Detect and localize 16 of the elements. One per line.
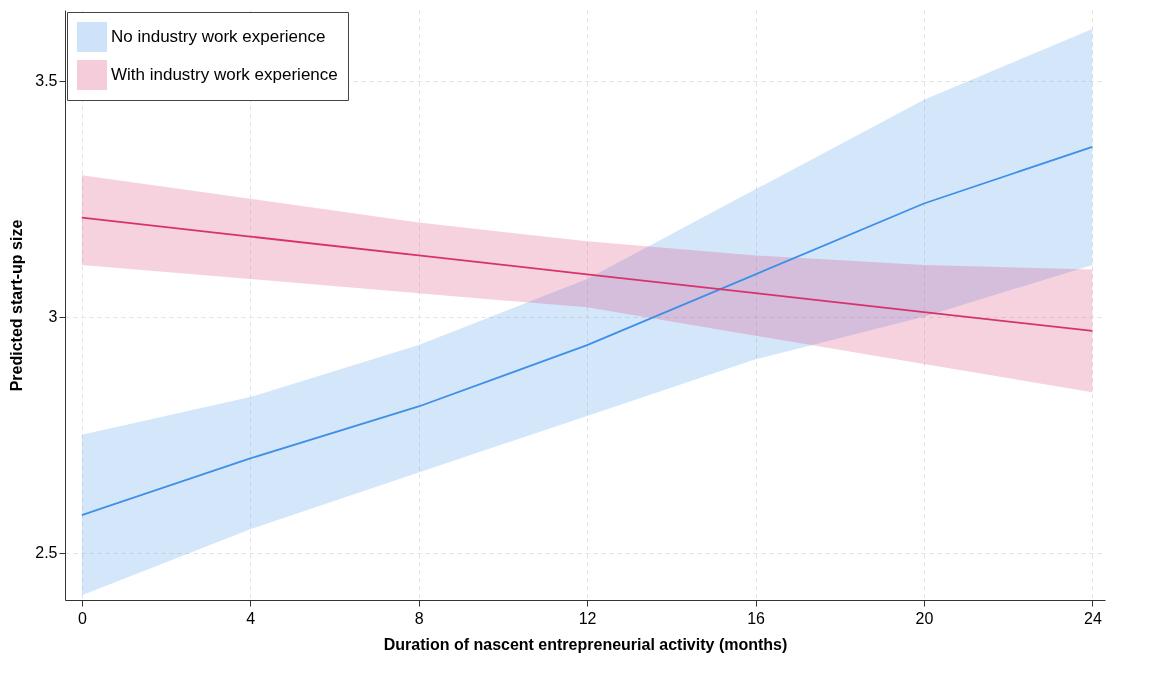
y-axis-title: Predicted start-up size (8, 219, 26, 392)
x-axis-title: Duration of nascent entrepreneurial activity (months) (383, 635, 788, 653)
x-tick-label: 16 (747, 609, 766, 627)
legend-label: No industry work experience (111, 27, 326, 46)
line-series (80, 145, 1094, 516)
x-tick-label: 0 (77, 609, 87, 627)
x-tick-label: 12 (578, 609, 597, 627)
x-tick-label: 4 (246, 609, 256, 627)
x-tick-label: 24 (1083, 609, 1102, 627)
x-tick-label: 8 (414, 609, 424, 627)
y-tick-label: 3 (48, 308, 58, 326)
y-tick-label: 3.5 (35, 72, 58, 90)
legend-label: With industry work experience (111, 65, 338, 84)
x-tick-label: 20 (915, 609, 934, 627)
line-series (80, 216, 1094, 332)
y-tick-label: 2.5 (35, 544, 58, 562)
